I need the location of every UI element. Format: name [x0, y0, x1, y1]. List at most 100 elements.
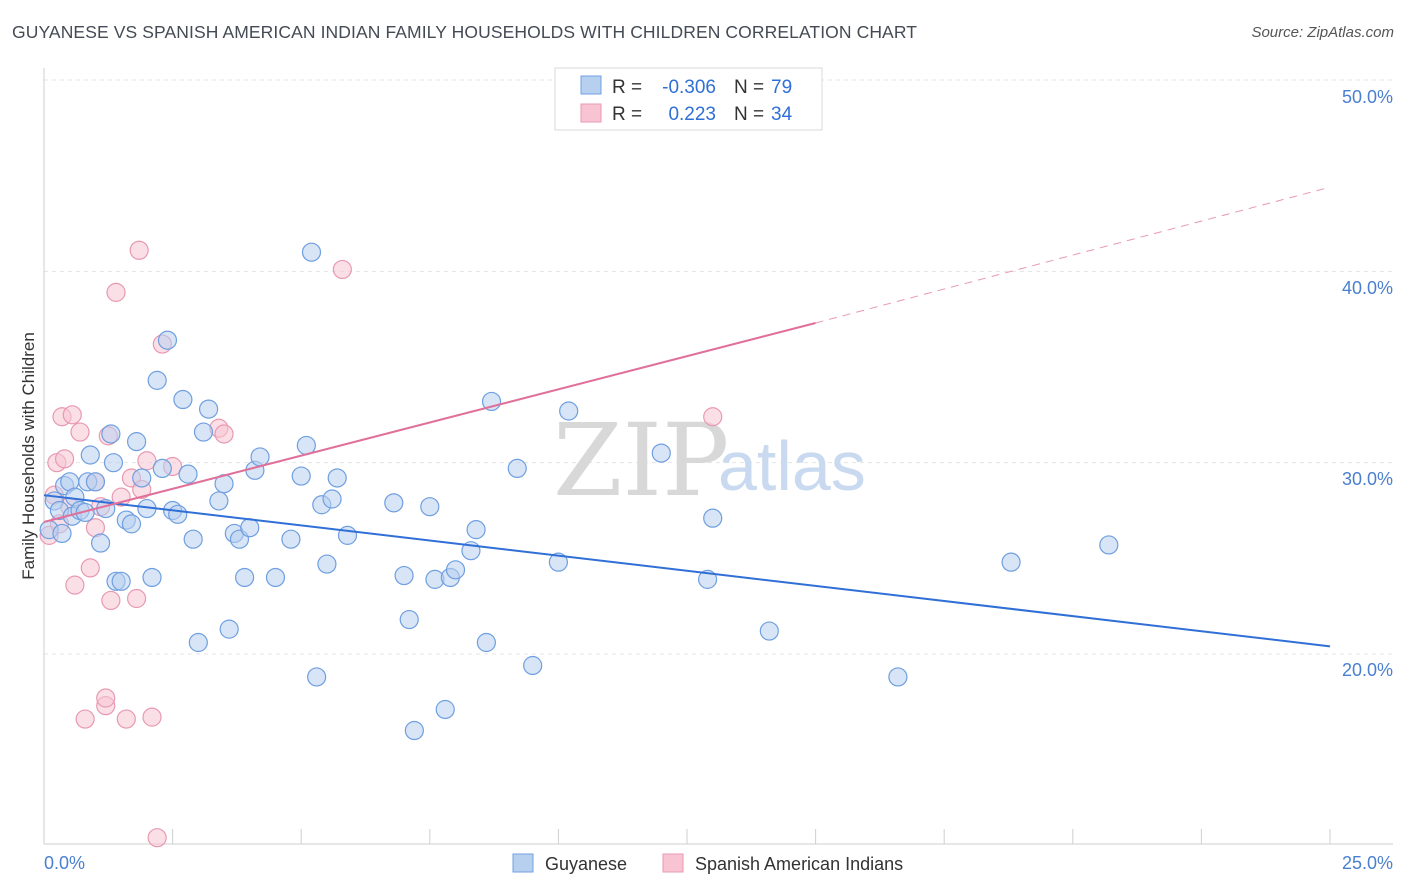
guyanese-point-58	[399, 609, 419, 630]
guyanese-point-73	[651, 443, 671, 463]
guyanese-point-62	[435, 699, 455, 720]
guyanese-point-29	[168, 504, 188, 524]
guyanese-point-33	[188, 632, 208, 653]
guyanese-point-72	[559, 401, 579, 421]
spanish-american-indians-trend-extension	[815, 186, 1331, 324]
guyanese-point-31	[178, 464, 198, 484]
y-tick-label-30: 30.0%	[1342, 469, 1393, 489]
legend-swatch-guyanese	[580, 75, 602, 95]
series-guyanese-points	[39, 242, 1119, 741]
guyanese-point-42	[240, 518, 260, 538]
spanish-american-indians-point-16	[96, 688, 116, 708]
guyanese-point-24	[142, 567, 162, 588]
spanish-american-indians-point-8	[65, 575, 85, 595]
guyanese-point-41	[235, 567, 255, 588]
spanish-american-indians-point-11	[80, 558, 100, 578]
guyanese-point-13	[90, 533, 111, 553]
guyanese-point-16	[103, 453, 124, 473]
y-tick-label-20: 20.0%	[1342, 660, 1393, 680]
guyanese-point-3	[52, 523, 72, 544]
guyanese-point-34	[193, 422, 214, 442]
guyanese-point-26	[152, 458, 172, 479]
bottom-legend-swatch-spanish-american-indians	[662, 853, 684, 873]
guyanese-point-49	[301, 242, 322, 262]
x-tick-label-min: 0.0%	[44, 853, 85, 873]
guyanese-point-52	[317, 554, 337, 574]
spanish-american-indians-point-9	[70, 422, 90, 442]
guyanese-point-60	[420, 497, 440, 517]
legend-n-value-spanish-american-indians: 34	[771, 104, 793, 125]
spanish-american-indians-point-33	[332, 259, 352, 280]
guyanese-point-71	[548, 552, 569, 572]
y-tick-label-40: 40.0%	[1342, 278, 1393, 298]
watermark: ZIP atlas	[553, 402, 866, 519]
watermark-zip: ZIP	[553, 402, 729, 519]
source-label: Source: ZipAtlas.com	[1251, 24, 1394, 41]
guyanese-point-22	[132, 468, 152, 488]
guyanese-point-70	[523, 655, 543, 676]
x-axis-ticks	[43, 829, 1331, 844]
guyanese-point-15	[101, 424, 121, 444]
guyanese-point-79	[1099, 535, 1119, 555]
guyanese-point-30	[173, 389, 193, 410]
guyanese-point-77	[888, 667, 908, 687]
guyanese-point-69	[507, 458, 527, 479]
spanish-american-indians-point-18	[101, 590, 121, 611]
guyanese-point-11	[80, 445, 100, 465]
guyanese-point-36	[209, 491, 229, 511]
guyanese-point-54	[327, 468, 347, 488]
legend-n-label-spanish-american-indians: N =	[734, 104, 764, 125]
spanish-american-indians-point-32	[214, 424, 234, 444]
guyanese-point-20	[121, 514, 142, 534]
bottom-legend-label-spanish-american-indians: Spanish American Indians	[695, 854, 903, 874]
legend-r-value-spanish-american-indians: 0.223	[668, 104, 716, 125]
stats-legend: R = -0.306 N = 79 R = 0.223 N = 34	[554, 67, 823, 131]
legend-n-label-guyanese: N =	[734, 77, 764, 98]
guyanese-point-67	[476, 632, 496, 653]
guyanese-point-57	[394, 565, 414, 586]
spanish-american-indians-trend-line	[43, 322, 816, 523]
spanish-american-indians-point-34	[703, 407, 723, 427]
x-tick-label-max: 25.0%	[1342, 853, 1393, 873]
spanish-american-indians-point-27	[142, 707, 162, 727]
spanish-american-indians-point-24	[129, 240, 149, 260]
guyanese-point-38	[219, 619, 239, 639]
spanish-american-indians-point-10	[75, 709, 95, 729]
guyanese-point-50	[307, 667, 327, 687]
guyanese-point-76	[759, 621, 779, 641]
guyanese-point-66	[466, 520, 486, 540]
spanish-american-indians-point-26	[137, 451, 157, 471]
guyanese-point-35	[199, 399, 219, 419]
guyanese-point-12	[85, 472, 106, 492]
guyanese-point-78	[1001, 552, 1021, 572]
spanish-american-indians-point-5	[54, 449, 75, 469]
spanish-american-indians-point-19	[106, 282, 126, 302]
chart-title: GUYANESE VS SPANISH AMERICAN INDIAN FAMI…	[12, 22, 918, 42]
guyanese-point-53	[322, 489, 342, 509]
legend-r-label-guyanese: R =	[612, 77, 642, 98]
guyanese-trend-line	[43, 494, 1331, 648]
guyanese-point-47	[291, 466, 311, 486]
y-tick-label-50: 50.0%	[1342, 87, 1393, 107]
guyanese-point-45	[265, 567, 286, 588]
guyanese-point-55	[337, 525, 358, 545]
watermark-atlas: atlas	[718, 427, 866, 505]
guyanese-point-46	[281, 529, 301, 549]
guyanese-point-56	[384, 493, 404, 513]
guyanese-point-75	[703, 508, 723, 528]
y-tick-labels: 20.0% 30.0% 40.0% 50.0%	[1342, 87, 1393, 680]
guyanese-point-25	[147, 370, 167, 390]
guyanese-point-27	[157, 330, 178, 350]
legend-swatch-spanish-american-indians	[580, 103, 602, 123]
legend-n-value-guyanese: 79	[771, 77, 792, 98]
bottom-legend-swatch-guyanese	[512, 853, 534, 873]
guyanese-point-44	[250, 447, 270, 467]
guyanese-point-18	[111, 571, 131, 591]
legend-r-label-spanish-american-indians: R =	[612, 104, 642, 125]
spanish-american-indians-point-28	[147, 828, 167, 848]
bottom-legend-label-guyanese: Guyanese	[545, 854, 627, 874]
guyanese-point-9	[75, 502, 95, 523]
guyanese-point-59	[404, 720, 424, 741]
guyanese-point-64	[445, 560, 466, 580]
